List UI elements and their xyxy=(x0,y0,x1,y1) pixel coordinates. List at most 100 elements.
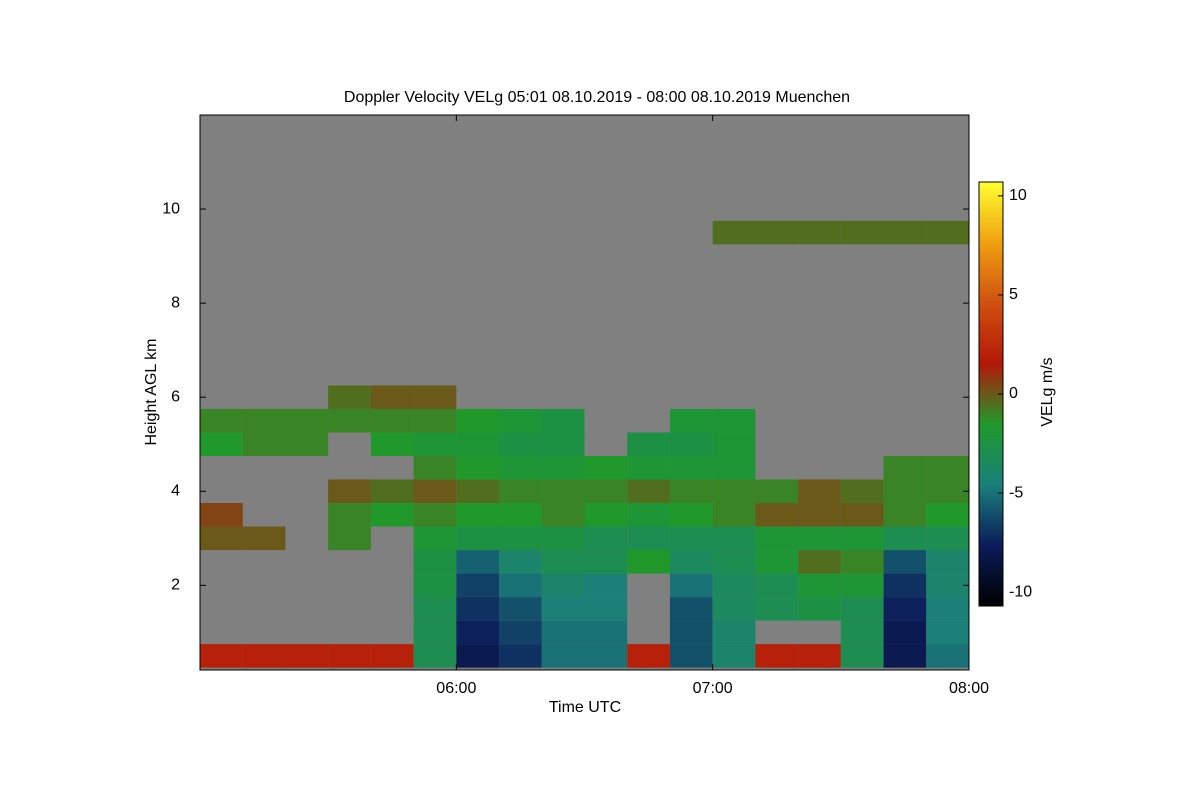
heatmap-cell xyxy=(798,550,841,574)
heatmap-cell xyxy=(328,479,371,504)
heatmap-cell xyxy=(840,220,884,245)
y-tick-label: 4 xyxy=(171,482,180,499)
heatmap-cell xyxy=(926,620,969,645)
heatmap-cell xyxy=(285,644,329,668)
colorbar-tick-label: 0 xyxy=(1009,385,1018,402)
heatmap-cell xyxy=(200,503,243,527)
heatmap-cell xyxy=(840,620,884,645)
heatmap-cell xyxy=(499,526,542,551)
heatmap-cell xyxy=(798,597,841,621)
heatmap-cell xyxy=(712,550,756,574)
colorbar-label: VELg m/s xyxy=(1039,357,1056,426)
heatmap-cell xyxy=(499,620,542,645)
heatmap-cell xyxy=(499,479,542,504)
heatmap-cell xyxy=(627,550,670,574)
heatmap-cell xyxy=(328,385,371,409)
heatmap-cell xyxy=(285,432,329,456)
heatmap-cell xyxy=(755,220,799,245)
heatmap-cell xyxy=(584,503,628,527)
x-tick-label: 06:00 xyxy=(436,680,476,697)
heatmap-cell xyxy=(413,408,457,433)
heatmap-cell xyxy=(712,408,756,433)
heatmap-cell xyxy=(370,479,414,504)
heatmap-cell xyxy=(883,455,927,480)
heatmap-cell xyxy=(883,597,927,621)
heatmap-cell xyxy=(456,644,500,668)
heatmap-cell xyxy=(242,644,286,668)
colorbar-tick-label: -5 xyxy=(1009,484,1023,501)
heatmap-cell xyxy=(798,526,841,551)
heatmap-cell xyxy=(200,432,243,456)
heatmap-cell xyxy=(926,220,969,245)
heatmap-cell xyxy=(584,573,628,598)
colorbar-tick-label: 5 xyxy=(1009,286,1018,303)
x-tick-label: 07:00 xyxy=(693,680,733,697)
heatmap-cell xyxy=(499,597,542,621)
y-tick-label: 10 xyxy=(162,200,180,217)
heatmap-cell xyxy=(328,644,371,668)
heatmap-cell xyxy=(541,455,585,480)
heatmap-cell xyxy=(370,432,414,456)
heatmap-cell xyxy=(413,620,457,645)
heatmap-cell xyxy=(456,503,500,527)
heatmap-cell xyxy=(499,550,542,574)
heatmap-cell xyxy=(840,526,884,551)
heatmap-cell xyxy=(669,432,713,456)
heatmap-cell xyxy=(584,620,628,645)
heatmap-cell xyxy=(413,573,457,598)
heatmap-cell xyxy=(584,526,628,551)
heatmap-cell xyxy=(712,620,756,645)
heatmap-cell xyxy=(883,620,927,645)
heatmap-cell xyxy=(499,573,542,598)
heatmap-cell xyxy=(413,385,457,409)
heatmap-cell xyxy=(712,503,756,527)
heatmap-cell xyxy=(499,408,542,433)
heatmap-cell xyxy=(755,479,799,504)
heatmap-cell xyxy=(200,526,243,551)
heatmap-cell xyxy=(456,432,500,456)
heatmap-cell xyxy=(499,455,542,480)
heatmap-cell xyxy=(541,526,585,551)
heatmap-cell xyxy=(627,432,670,456)
heatmap-cell xyxy=(200,644,243,668)
heatmap-cell xyxy=(584,479,628,504)
heatmap-cell xyxy=(370,644,414,668)
heatmap-cell xyxy=(584,550,628,574)
heatmap-cell xyxy=(840,479,884,504)
heatmap-cell xyxy=(456,526,500,551)
heatmap-cell xyxy=(541,432,585,456)
heatmap-cell xyxy=(712,432,756,456)
y-tick-label: 2 xyxy=(171,577,180,594)
x-axis-label: Time UTC xyxy=(549,699,621,716)
heatmap-cell xyxy=(541,620,585,645)
heatmap-cell xyxy=(840,573,884,598)
heatmap-cell xyxy=(840,644,884,668)
plot-frame xyxy=(199,114,970,671)
heatmap-cell xyxy=(370,408,414,433)
heatmap-cell xyxy=(926,526,969,551)
heatmap-cell xyxy=(883,573,927,598)
heatmap-cell xyxy=(413,550,457,574)
heatmap-cell xyxy=(328,503,371,527)
heatmap-cell xyxy=(370,503,414,527)
heatmap-cell xyxy=(242,526,286,551)
heatmap-cell xyxy=(840,503,884,527)
heatmap-cell xyxy=(328,526,371,551)
heatmap-cell xyxy=(541,573,585,598)
heatmap-cell xyxy=(413,644,457,668)
heatmap-cell xyxy=(755,503,799,527)
heatmap-cell xyxy=(413,432,457,456)
heatmap-cell xyxy=(669,479,713,504)
heatmap-cell xyxy=(669,526,713,551)
colorbar-tick-label: -10 xyxy=(1009,583,1032,600)
heatmap-cell xyxy=(669,597,713,621)
heatmap-cell xyxy=(669,573,713,598)
heatmap-cell xyxy=(541,644,585,668)
y-tick-label: 6 xyxy=(171,388,180,405)
heatmap-cell xyxy=(669,644,713,668)
heatmap-cell xyxy=(798,479,841,504)
heatmap-cell xyxy=(883,550,927,574)
heatmap-cell xyxy=(669,620,713,645)
heatmap-cell xyxy=(755,550,799,574)
